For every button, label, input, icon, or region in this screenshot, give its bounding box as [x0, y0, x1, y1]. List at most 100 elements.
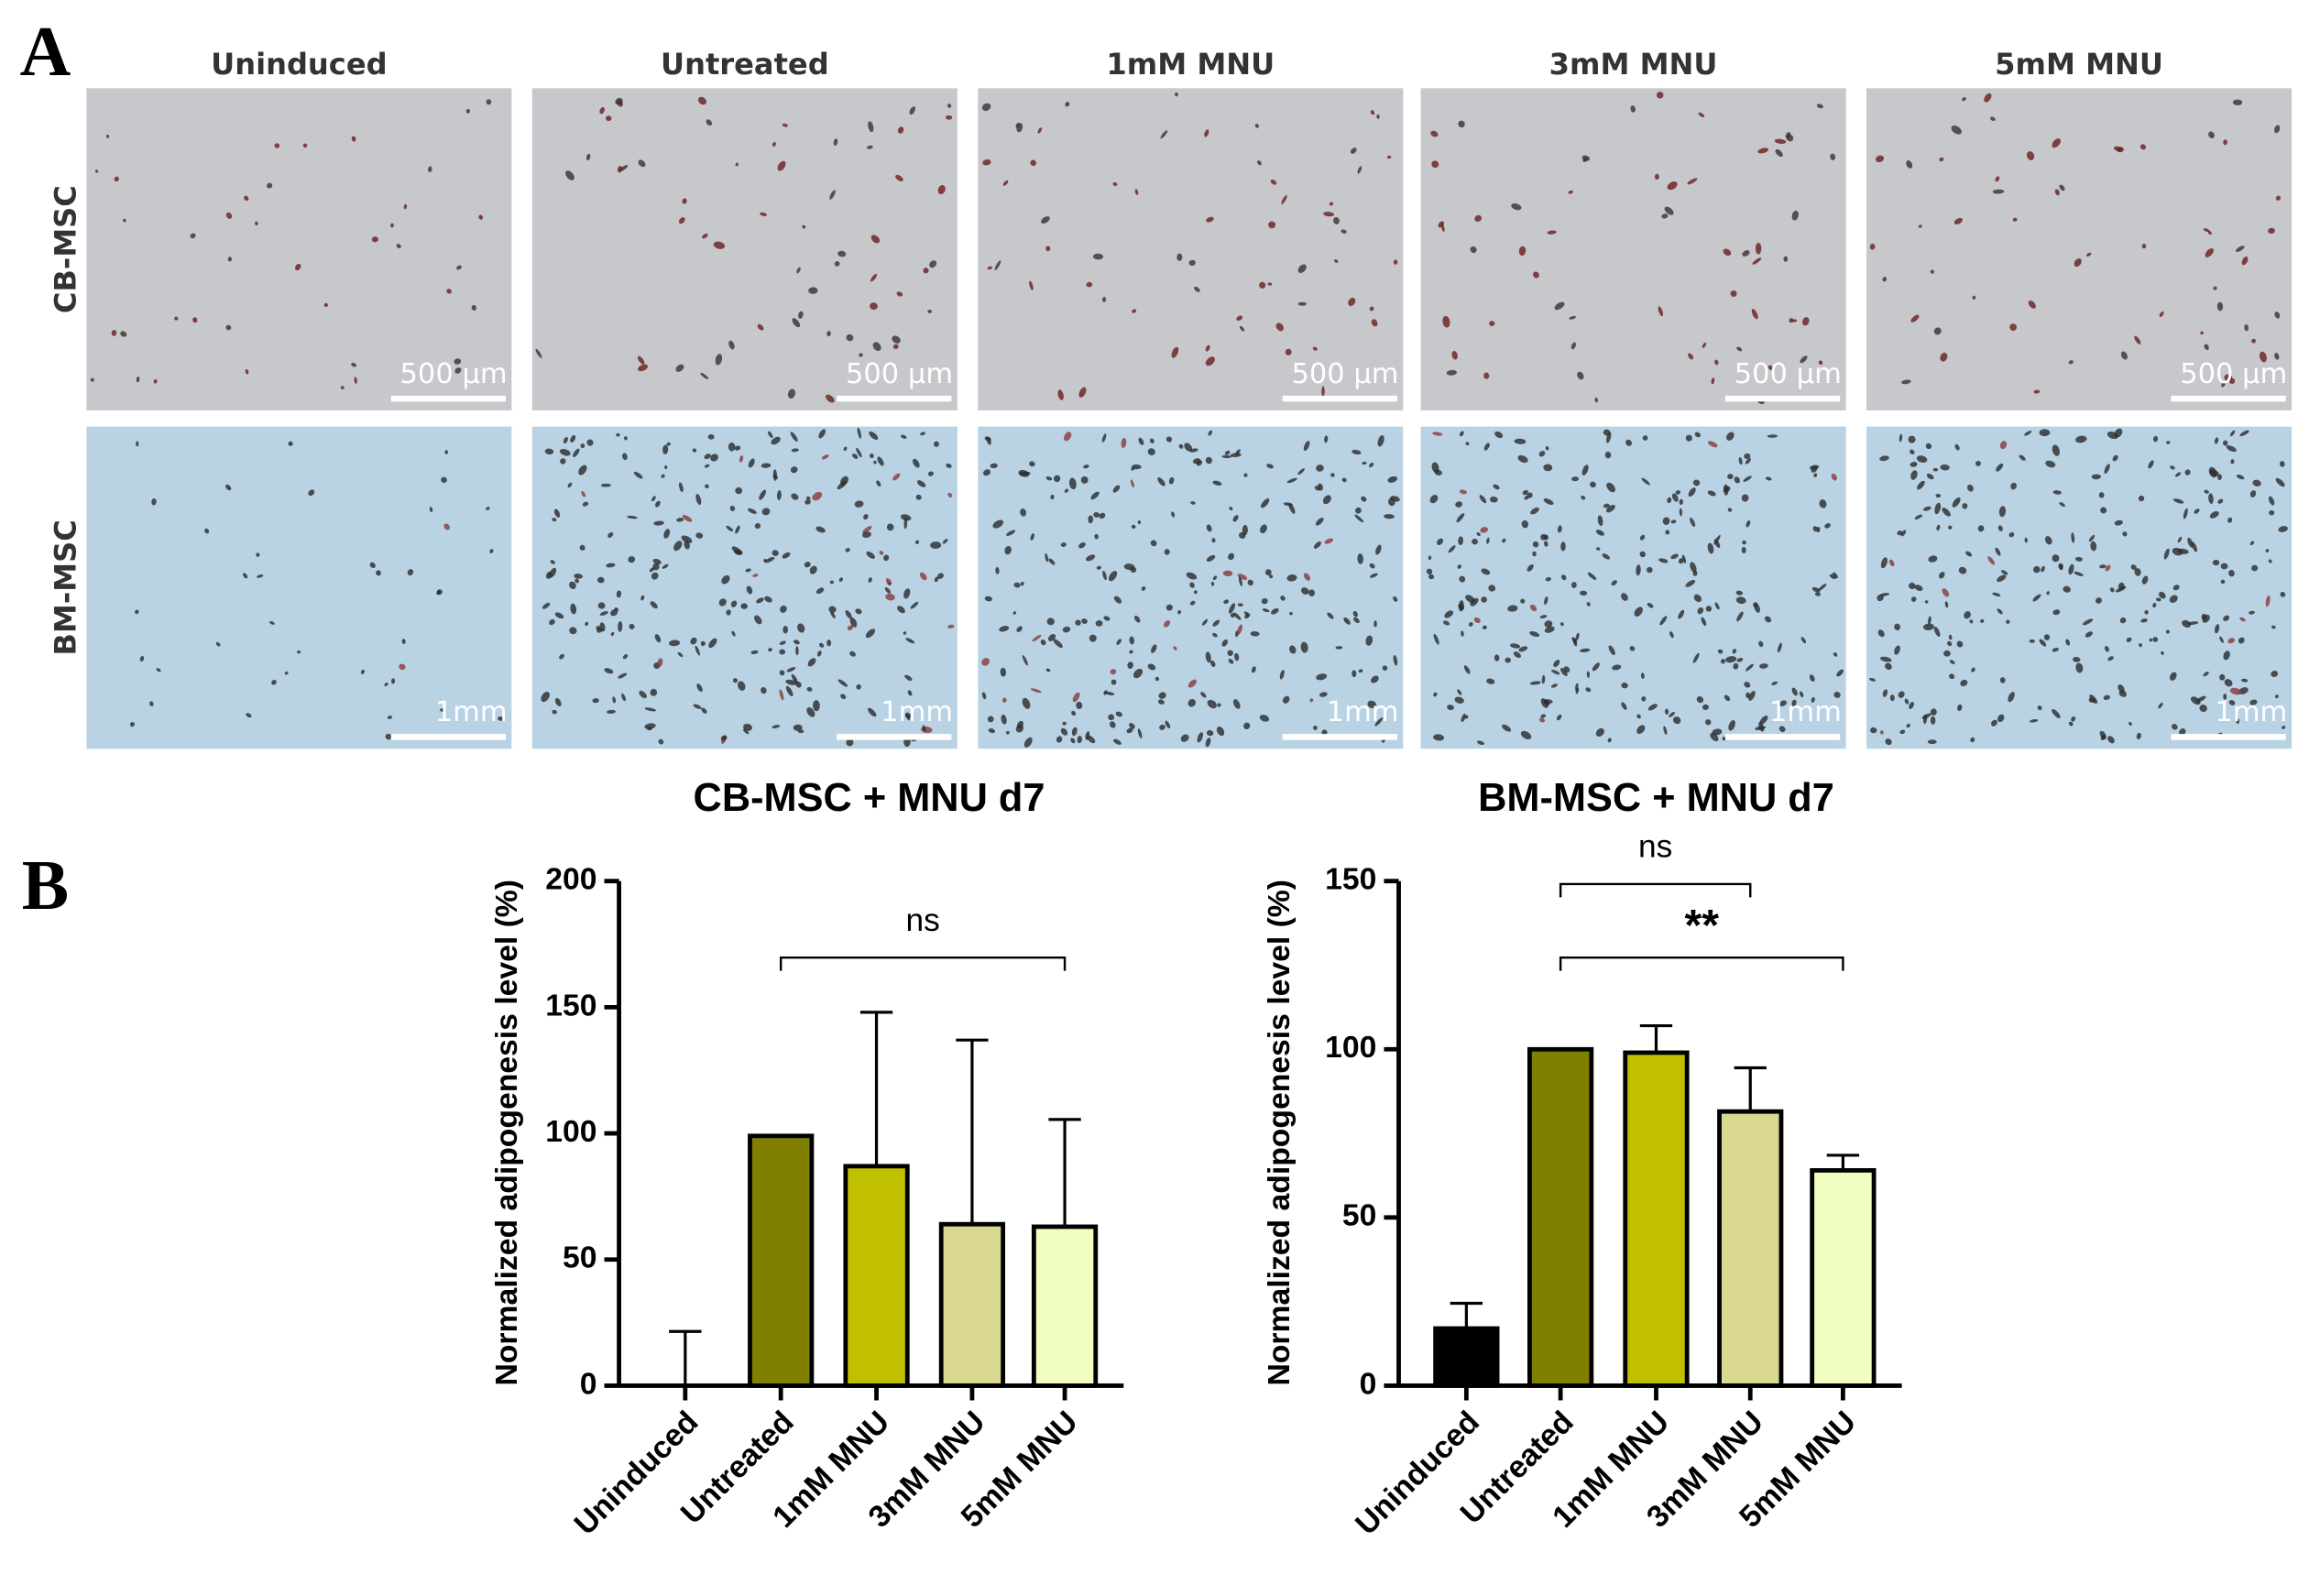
- cell: [581, 490, 586, 497]
- cell: [2152, 602, 2157, 608]
- cell: [1833, 691, 1841, 698]
- cell: [777, 160, 786, 171]
- cell: [1102, 296, 1107, 302]
- cell: [1494, 654, 1500, 661]
- cell: [1444, 610, 1454, 618]
- cell: [2203, 672, 2209, 677]
- cell: [1465, 442, 1470, 446]
- cell: [1882, 689, 1888, 697]
- cell: [1901, 379, 1911, 385]
- cell: [569, 581, 576, 589]
- cell: [1596, 547, 1601, 551]
- cell: [1612, 664, 1622, 671]
- cell: [267, 182, 273, 189]
- cell: [1811, 466, 1818, 473]
- cell: [360, 669, 365, 674]
- cell: [779, 689, 784, 701]
- cell: [735, 525, 740, 534]
- cell: [2152, 637, 2159, 642]
- cell: [542, 602, 551, 609]
- cell: [257, 574, 264, 578]
- cell: [1948, 634, 1953, 640]
- cell: [1480, 527, 1489, 533]
- cell: [1001, 714, 1007, 725]
- cell: [1899, 433, 1903, 443]
- cell: [1585, 687, 1592, 693]
- cell: [1944, 601, 1949, 608]
- cell: [1270, 179, 1277, 185]
- cell: [870, 235, 881, 244]
- cell: [486, 99, 492, 105]
- cell: [1832, 572, 1838, 579]
- cell: [791, 493, 799, 500]
- cell: [1103, 616, 1111, 621]
- cell: [1940, 464, 1950, 471]
- cell: [771, 725, 781, 728]
- cell: [798, 311, 804, 319]
- cell: [1669, 631, 1674, 639]
- cell: [1965, 551, 1973, 557]
- cell: [2280, 461, 2285, 467]
- cell: [550, 560, 555, 564]
- cell: [454, 358, 462, 365]
- cell: [1211, 538, 1216, 543]
- cell: [877, 456, 884, 466]
- cell: [1942, 588, 1950, 597]
- cell: [2265, 595, 2271, 607]
- cell: [633, 471, 643, 479]
- cell: [1575, 632, 1580, 641]
- cell: [1698, 112, 1705, 117]
- cell: [1603, 429, 1611, 436]
- cell: [1442, 315, 1450, 328]
- cell: [782, 552, 791, 559]
- bar: [1717, 1109, 1784, 1388]
- cell: [1472, 538, 1478, 545]
- cell: [1678, 609, 1685, 619]
- cell: [1543, 534, 1548, 541]
- cell: [2037, 705, 2042, 711]
- y-tick-label: 100: [1325, 1030, 1376, 1065]
- cell: [1724, 694, 1731, 702]
- cell: [297, 650, 301, 654]
- cell: [1189, 582, 1195, 588]
- cell: [308, 489, 315, 497]
- cell: [1529, 631, 1540, 638]
- cell: [2251, 564, 2259, 572]
- cell: [1390, 496, 1400, 502]
- cell: [604, 668, 614, 674]
- cell: [1048, 558, 1056, 565]
- cell: [617, 166, 623, 173]
- cell: [1261, 597, 1268, 605]
- cell: [731, 630, 736, 637]
- cell: [1721, 659, 1725, 664]
- cell: [1188, 259, 1196, 267]
- cell: [1130, 479, 1134, 488]
- cell: [2223, 694, 2227, 700]
- cell: [1297, 264, 1307, 273]
- cell: [403, 203, 408, 210]
- cell: [666, 442, 671, 446]
- cell: [819, 642, 825, 648]
- cell: [947, 492, 953, 497]
- cell: [2054, 189, 2060, 196]
- cell: [1237, 624, 1243, 635]
- cell: [1829, 574, 1836, 580]
- cell: [2268, 496, 2275, 506]
- cell: [1930, 269, 1934, 274]
- cell: [1312, 346, 1318, 351]
- cell: [2032, 594, 2041, 602]
- cell: [857, 427, 862, 439]
- cell: [1538, 451, 1546, 457]
- cell: [869, 431, 879, 440]
- cell: [927, 471, 934, 476]
- cell: [2100, 507, 2107, 514]
- cell: [1473, 617, 1481, 624]
- cell: [1224, 450, 1231, 455]
- cell: [1996, 463, 2004, 472]
- cell: [2153, 435, 2159, 443]
- cell: [560, 458, 566, 465]
- cell: [274, 143, 280, 148]
- cell: [1393, 655, 1398, 666]
- cell: [2033, 565, 2041, 574]
- cell: [1642, 435, 1648, 441]
